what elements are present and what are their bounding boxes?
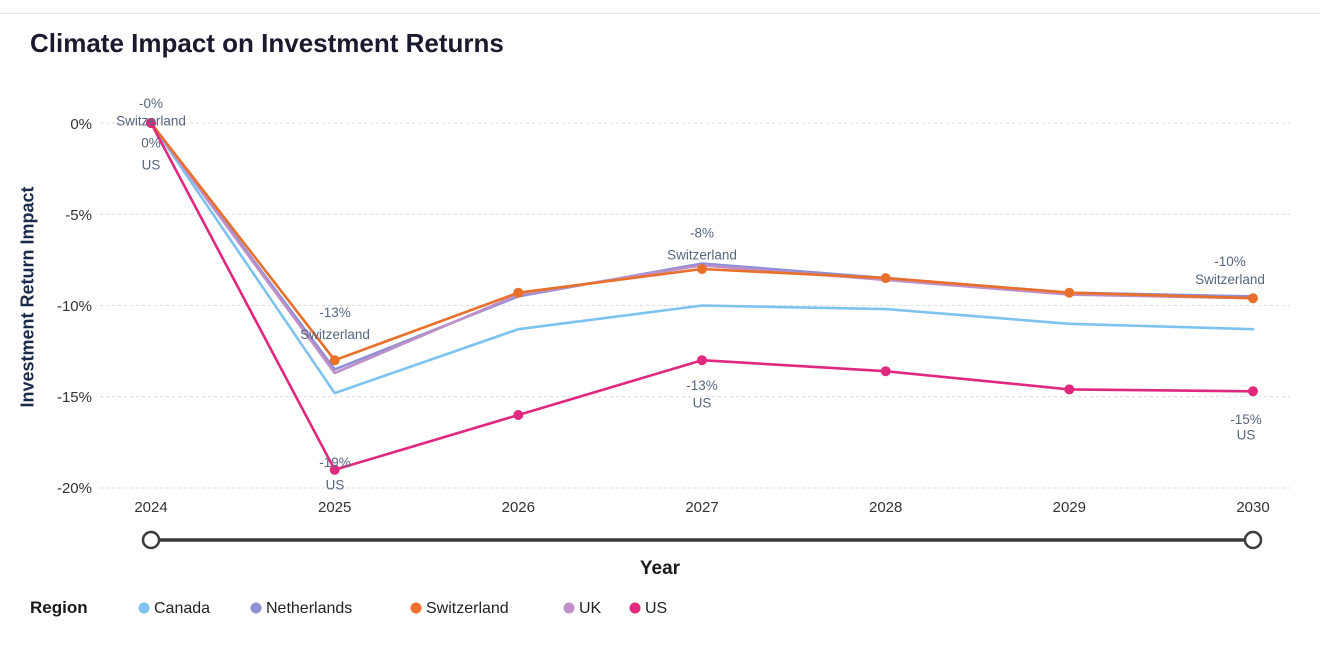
svg-text:Region: Region <box>30 598 88 617</box>
svg-text:Netherlands: Netherlands <box>266 600 352 617</box>
svg-text:Canada: Canada <box>154 600 210 617</box>
svg-text:UK: UK <box>579 600 602 617</box>
svg-text:Switzerland: Switzerland <box>426 600 509 617</box>
svg-text:US: US <box>645 600 667 617</box>
